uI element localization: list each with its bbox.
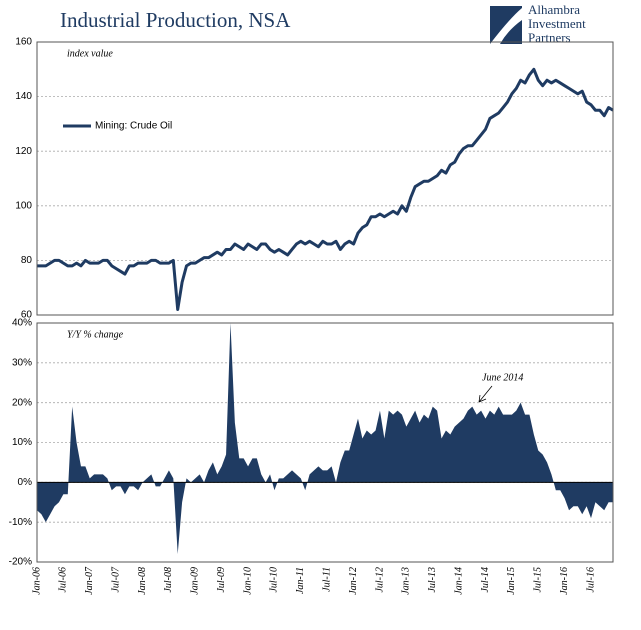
x-tick-label: Jan-06	[31, 567, 42, 595]
annotation: June 2014	[482, 372, 523, 383]
y-tick-label: 40%	[12, 318, 32, 329]
legend-label: Mining: Crude Oil	[95, 121, 172, 132]
x-tick-label: Jul-12	[374, 567, 385, 593]
x-tick-label: Jan-13	[401, 567, 412, 595]
x-tick-label: Jul-11	[321, 567, 332, 592]
x-tick-label: Jul-13	[427, 567, 438, 593]
y-tick-label: 10%	[12, 437, 32, 448]
x-tick-label: Jan-11	[295, 567, 306, 594]
x-tick-label: Jan-08	[137, 567, 148, 595]
x-tick-label: Jan-12	[348, 567, 359, 595]
y-tick-label: 20%	[12, 397, 32, 408]
logo: Alhambra Investment Partners	[490, 2, 586, 45]
axis-label: index value	[67, 48, 113, 59]
x-tick-label: Jul-10	[269, 567, 280, 593]
chart-title: Industrial Production, NSA	[60, 8, 291, 32]
x-tick-label: Jan-10	[242, 567, 253, 595]
plot-frame	[36, 41, 614, 316]
x-tick-label: Jan-15	[506, 567, 517, 595]
y-tick-label: -10%	[9, 517, 32, 528]
logo-text: Partners	[528, 30, 571, 45]
y-tick-label: 60	[21, 310, 33, 321]
logo-text: Investment	[528, 16, 586, 31]
logo-swoosh	[490, 8, 522, 44]
y-tick-label: 100	[15, 200, 32, 211]
x-tick-label: Jan-14	[453, 567, 464, 595]
y-tick-label: 160	[15, 37, 32, 48]
area	[37, 323, 613, 555]
axis-label: Y/Y % change	[67, 329, 124, 340]
x-tick-label: Jul-14	[480, 567, 491, 593]
logo-text: Alhambra	[528, 2, 580, 17]
plot-frame	[36, 322, 614, 563]
x-tick-label: Jan-16	[559, 567, 570, 595]
x-tick-label: Jul-15	[533, 567, 544, 593]
x-tick-label: Jul-16	[585, 567, 596, 593]
y-tick-label: 0%	[18, 477, 33, 488]
y-tick-label: 120	[15, 146, 32, 157]
x-tick-label: Jul-06	[58, 567, 69, 593]
x-tick-label: Jul-07	[110, 566, 121, 593]
y-tick-label: 140	[15, 91, 32, 102]
x-tick-label: Jul-09	[216, 567, 227, 593]
x-tick-label: Jul-08	[163, 567, 174, 593]
x-tick-label: Jan-09	[190, 567, 201, 595]
y-tick-label: 80	[21, 255, 33, 266]
y-tick-label: -20%	[9, 557, 32, 568]
line	[37, 67, 614, 312]
annotation-arrow	[478, 385, 493, 403]
y-tick-label: 30%	[12, 357, 32, 368]
x-tick-label: Jan-07	[84, 566, 95, 595]
